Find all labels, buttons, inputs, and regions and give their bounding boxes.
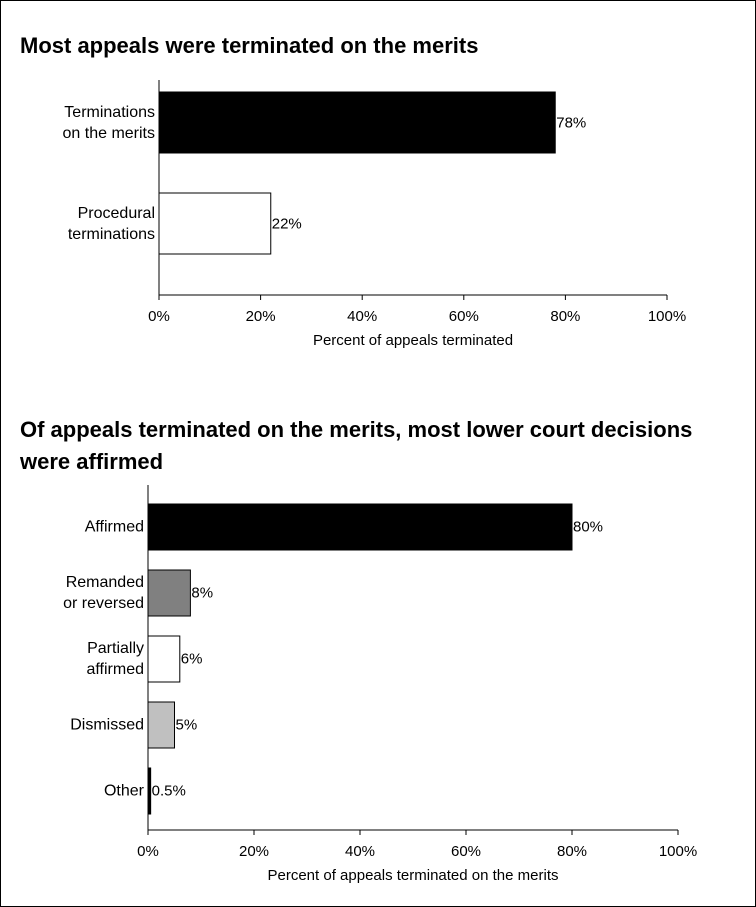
- category-label: Remanded or reversed: [63, 574, 144, 612]
- value-label: 5%: [175, 716, 198, 734]
- value-label: 6%: [180, 650, 203, 668]
- category-label: Other: [103, 782, 144, 800]
- x-axis-label: Percent of appeals terminated: [312, 332, 514, 349]
- x-tick-label: 80%: [556, 843, 588, 860]
- chart-title: Of appeals terminated on the merits, mos…: [20, 417, 693, 474]
- value-label: 80%: [573, 518, 604, 536]
- x-tick-label: 0%: [148, 308, 170, 325]
- x-tick-label: 40%: [347, 308, 378, 325]
- value-label: 8%: [191, 584, 214, 602]
- category-label: Dismissed: [70, 716, 144, 734]
- x-axis-label: Percent of appeals terminated on the mer…: [267, 867, 559, 884]
- bar: [147, 701, 175, 749]
- x-tick-label: 100%: [647, 308, 687, 325]
- chart-title: Most appeals were terminated on the meri…: [20, 33, 479, 58]
- bar: [147, 569, 191, 617]
- x-tick-label: 20%: [238, 843, 270, 860]
- value-label: 0.5%: [151, 782, 186, 800]
- x-tick-label: 40%: [344, 843, 376, 860]
- x-tick-label: 0%: [137, 843, 159, 860]
- bar: [147, 503, 573, 551]
- category-label: Partially affirmed: [86, 640, 144, 678]
- x-tick-label: 20%: [245, 308, 276, 325]
- value-label: 78%: [556, 114, 587, 131]
- bar: [147, 635, 181, 683]
- value-label: 22%: [271, 215, 302, 232]
- bar: [158, 91, 556, 154]
- category-label: Affirmed: [84, 518, 144, 536]
- x-tick-label: 60%: [450, 843, 482, 860]
- category-label: Procedural terminations: [67, 204, 155, 243]
- x-tick-label: 100%: [658, 843, 698, 860]
- bar: [158, 192, 272, 255]
- x-tick-label: 60%: [448, 308, 479, 325]
- category-label: Terminations on the merits: [62, 103, 155, 142]
- x-tick-label: 80%: [550, 308, 581, 325]
